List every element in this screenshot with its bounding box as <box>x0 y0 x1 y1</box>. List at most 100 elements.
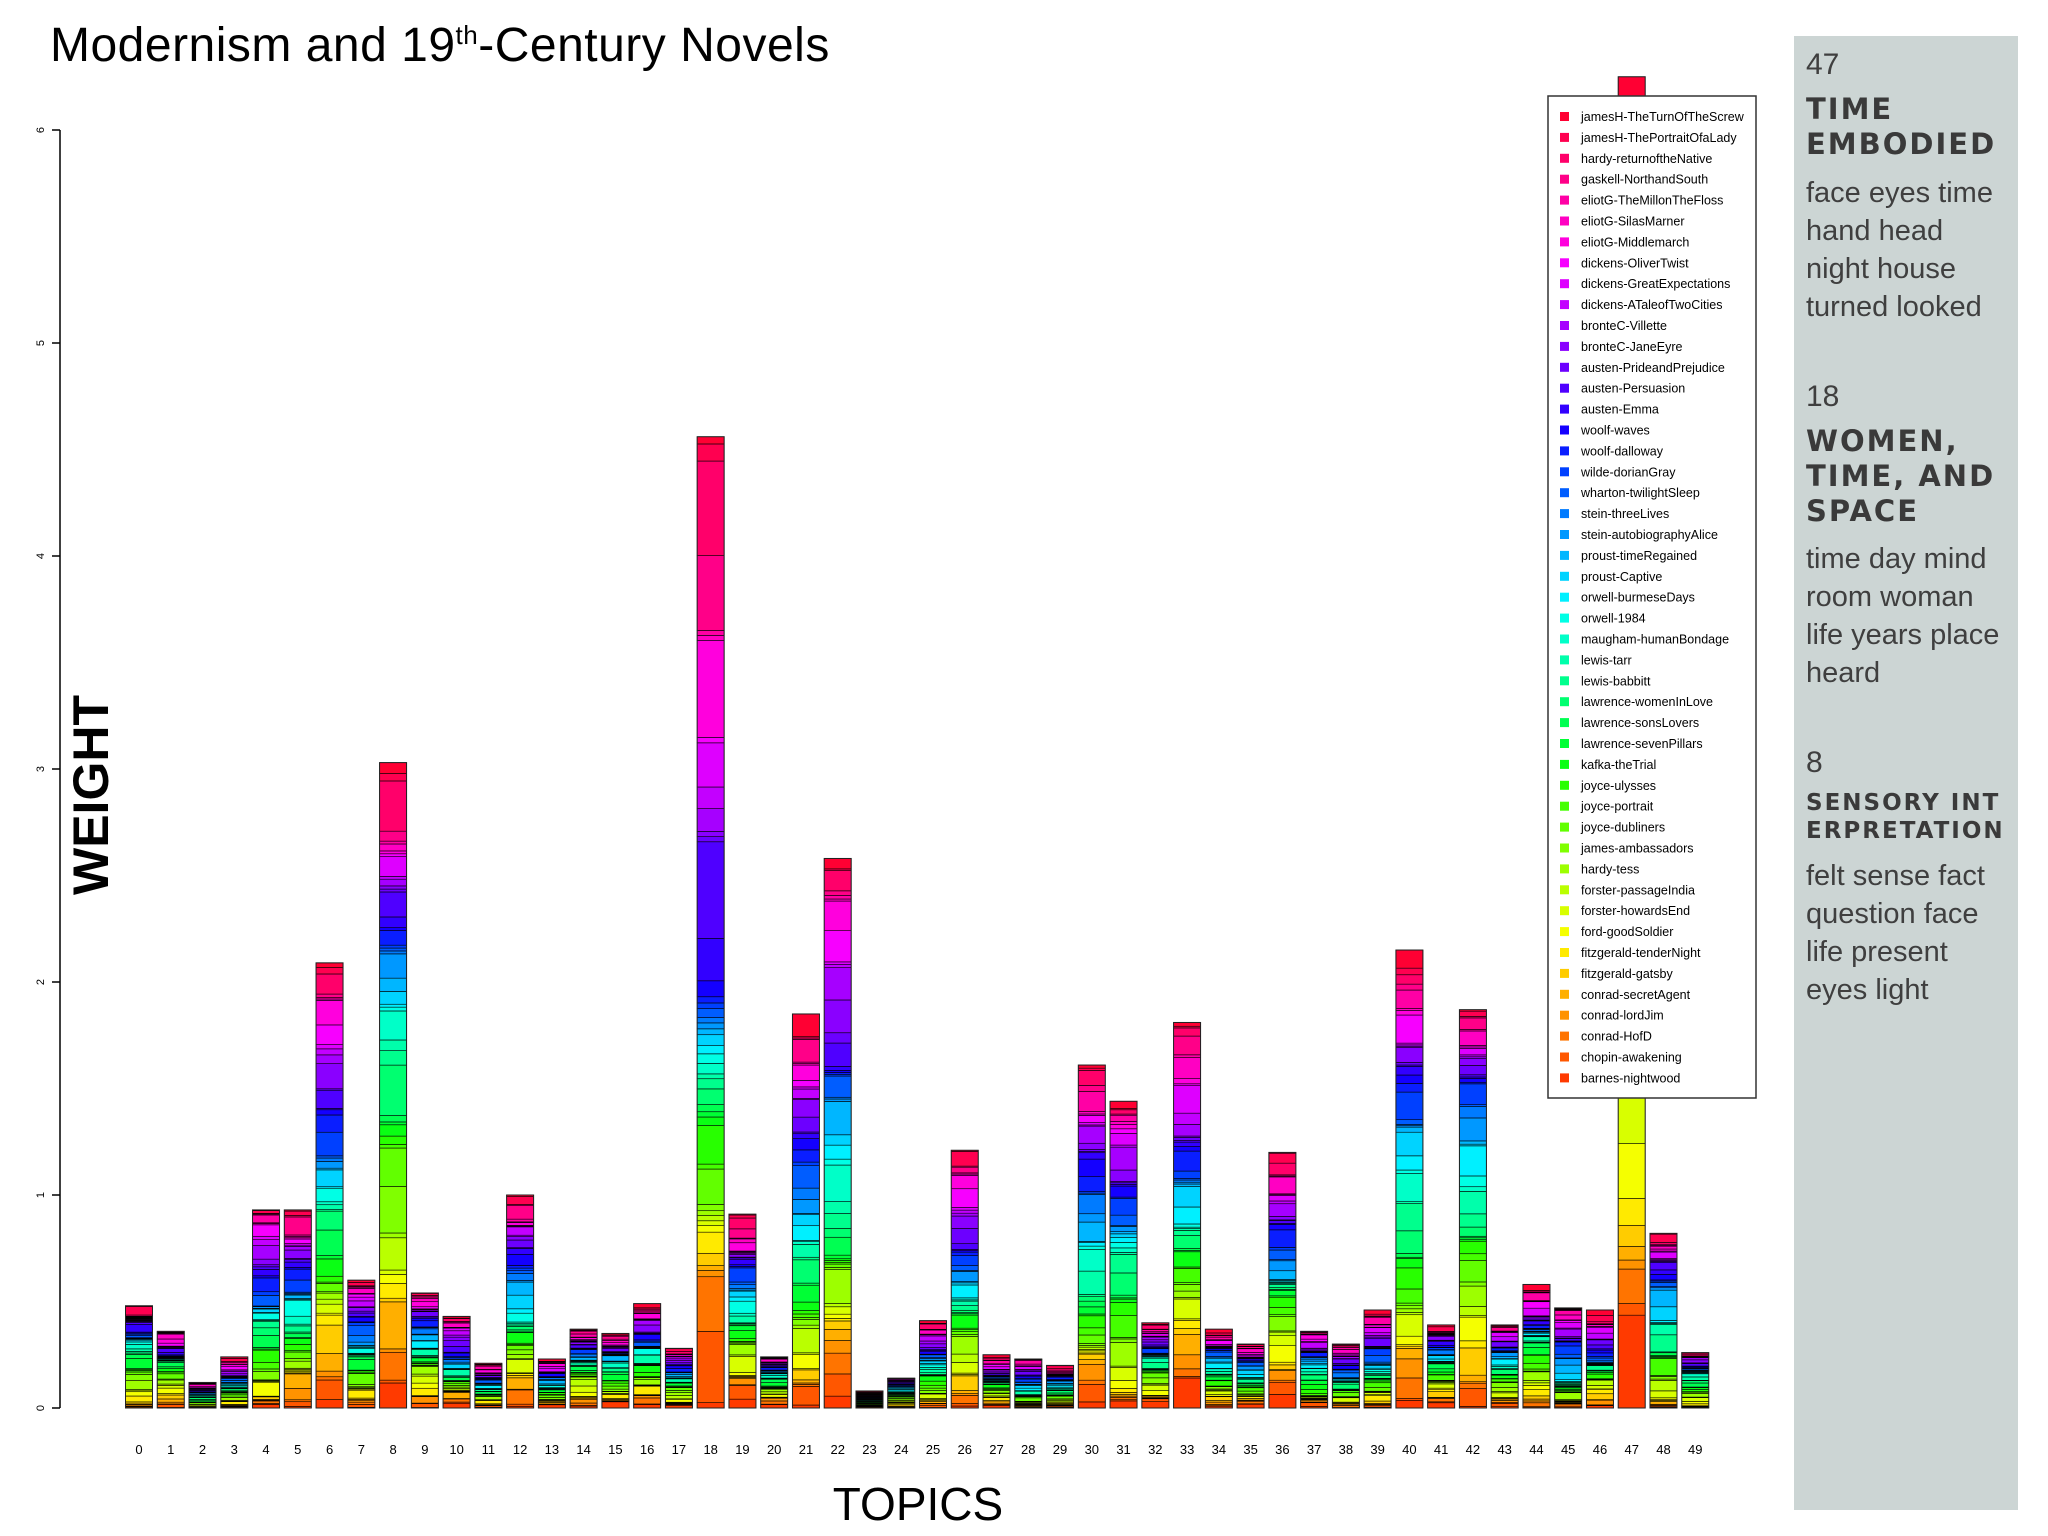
bar-segment <box>1268 1270 1297 1280</box>
legend-label: stein-autobiographyAlice <box>1581 528 1718 542</box>
bar-segment <box>1205 1362 1233 1369</box>
bar-segment <box>696 831 725 837</box>
bar-segment <box>633 1348 661 1356</box>
bar-segment <box>696 1008 725 1018</box>
bar-segment <box>442 1327 471 1332</box>
legend-item: jamesH-ThePortraitOfaLady <box>1560 131 1737 145</box>
bar-segment <box>1078 1300 1106 1308</box>
legend-label: lawrence-sonsLovers <box>1581 716 1699 730</box>
bar-segment <box>792 1199 820 1214</box>
bar-segment <box>1522 1368 1551 1372</box>
bar-segment <box>125 1358 153 1369</box>
bar-segment <box>696 1053 725 1064</box>
bar-segment <box>442 1352 471 1357</box>
bar-outline <box>791 1013 820 1409</box>
bar-segment <box>823 1075 852 1098</box>
bar-segment <box>125 1306 153 1316</box>
bar-segment <box>1427 1341 1455 1346</box>
bar-segment <box>1109 1272 1138 1296</box>
legend-item: bronteC-JaneEyre <box>1560 340 1682 354</box>
bar-segment <box>1078 1315 1106 1329</box>
bar-segment <box>506 1344 534 1351</box>
bar-outline <box>347 1279 376 1409</box>
bar-segment <box>1205 1332 1233 1336</box>
bar-segment <box>1268 1345 1297 1363</box>
y-tick-label: 2 <box>35 979 47 985</box>
x-tick-label: 30 <box>1085 1442 1099 1457</box>
bar-segment <box>1109 1294 1138 1299</box>
bar-segment <box>1141 1336 1170 1341</box>
legend-label: orwell-1984 <box>1581 612 1646 626</box>
bar-segment <box>601 1394 630 1399</box>
bar-segment <box>379 876 407 880</box>
bar-segment <box>156 1348 185 1353</box>
bar-segment <box>1395 1253 1424 1258</box>
bar-segment <box>252 1327 280 1336</box>
legend-label: barnes-nightwood <box>1581 1071 1680 1085</box>
bar-segment <box>1300 1374 1328 1381</box>
y-tick-label: 3 <box>35 766 47 772</box>
bar-segment <box>283 1246 312 1251</box>
bar-segment <box>220 1365 249 1371</box>
x-tick-label: 29 <box>1053 1442 1067 1457</box>
bar-segment <box>633 1365 661 1373</box>
bar-topic-10 <box>442 1315 471 1409</box>
bar-segment <box>633 1385 661 1395</box>
bar-segment <box>1554 1310 1582 1316</box>
bar-segment <box>411 1334 439 1341</box>
bar-segment <box>1363 1395 1392 1402</box>
bar-segment <box>633 1303 661 1309</box>
bar-topic-26 <box>950 1149 979 1409</box>
bar-segment <box>1141 1377 1170 1384</box>
bar-segment <box>1109 1146 1138 1171</box>
legend-label: ford-goodSoldier <box>1581 925 1673 939</box>
bar-segment <box>1332 1392 1360 1397</box>
bar-segment <box>823 890 852 896</box>
bar-segment <box>125 1348 153 1352</box>
topic-words: face eyes time hand head night house tur… <box>1806 176 1993 323</box>
bar-segment <box>1236 1374 1265 1378</box>
bar-segment <box>1522 1382 1551 1386</box>
bar-segment <box>1554 1353 1582 1359</box>
bar-segment <box>792 1149 820 1163</box>
bar-segment <box>792 1384 820 1387</box>
bar-segment <box>156 1387 185 1394</box>
legend-item: hardy-returnoftheNative <box>1560 152 1712 166</box>
bar-segment <box>1173 1206 1201 1225</box>
bar-segment <box>919 1387 947 1391</box>
bar-segment <box>1173 1334 1201 1356</box>
bar-outline <box>1490 1324 1519 1409</box>
bar-segment <box>315 967 344 975</box>
bar-segment <box>1332 1365 1360 1370</box>
bar-segment <box>379 843 407 852</box>
bar-segment <box>1268 1176 1297 1195</box>
bar-segment <box>1268 1229 1297 1248</box>
topic-number: 47 <box>1806 48 1840 81</box>
bar-segment <box>347 1373 376 1385</box>
legend-label: forster-passageIndia <box>1581 883 1695 897</box>
legend-label: proust-Captive <box>1581 570 1662 584</box>
bar-topic-12 <box>506 1194 535 1409</box>
bar-segment <box>442 1382 471 1386</box>
bar-segment <box>823 1306 852 1315</box>
bar-topic-7 <box>347 1279 376 1409</box>
bar-segment <box>379 1115 407 1123</box>
x-tick-label: 21 <box>799 1442 813 1457</box>
legend-label: bronteC-Villette <box>1581 319 1667 333</box>
bar-segment <box>506 1236 534 1241</box>
bar-segment <box>1363 1392 1392 1396</box>
legend-swatch <box>1560 467 1569 477</box>
bar-segment <box>1522 1324 1551 1329</box>
bar-segment <box>1395 1062 1424 1066</box>
bar-segment <box>347 1356 376 1360</box>
bar-segment <box>315 1157 344 1162</box>
bar-segment <box>569 1362 598 1366</box>
bar-segment <box>823 1269 852 1304</box>
bar-outline <box>1204 1328 1233 1409</box>
topic-words: felt sense fact question face life prese… <box>1806 860 1985 1007</box>
bar-segment <box>823 1267 852 1270</box>
bar-topic-39 <box>1363 1309 1392 1409</box>
legend-label: eliotG-SilasMarner <box>1581 215 1685 229</box>
bar-segment <box>1427 1368 1455 1373</box>
bar-segment <box>696 1252 725 1266</box>
